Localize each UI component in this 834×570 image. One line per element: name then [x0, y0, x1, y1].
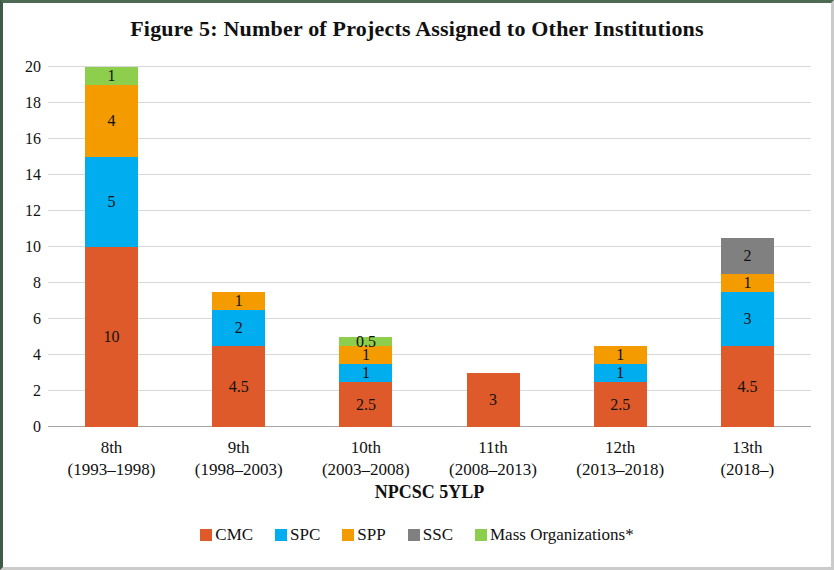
legend-label: SPP [357, 525, 385, 545]
plot-area: 105414.5212.5110.532.5114.5312 [48, 67, 811, 427]
gridline [48, 246, 811, 247]
legend-swatch-icon [475, 529, 487, 541]
segment-value-label: 1 [616, 365, 624, 381]
y-tick-label: 0 [5, 417, 41, 437]
x-category-label: 12th(2013–2018) [557, 437, 684, 481]
legend-swatch-icon [275, 529, 287, 541]
legend-swatch-icon [342, 529, 354, 541]
legend-swatch-icon [408, 529, 420, 541]
y-tick-label: 4 [5, 345, 41, 365]
gridline [48, 282, 811, 283]
gridline [48, 354, 811, 355]
bar-segment-spc: 1 [594, 364, 647, 382]
gridline [48, 318, 811, 319]
bar-segment-spc: 1 [339, 364, 392, 382]
segment-value-label: 2.5 [356, 397, 376, 413]
bar-segment-cmc: 10 [85, 247, 138, 427]
x-category-label: 11th(2008–2013) [430, 437, 557, 481]
segment-value-label: 0.5 [356, 334, 376, 350]
gridline [48, 174, 811, 175]
legend-label: SSC [423, 525, 453, 545]
bar-segment-spp: 1 [721, 274, 774, 292]
gridline [48, 102, 811, 103]
x-category-label: 10th(2003–2008) [302, 437, 429, 481]
y-tick-label: 12 [5, 201, 41, 221]
x-category-years: (1993–1998) [48, 459, 175, 481]
legend-label: Mass Organizations* [490, 525, 634, 545]
segment-value-label: 1 [743, 275, 751, 291]
segment-value-label: 2 [743, 248, 751, 264]
x-axis-baseline [48, 426, 811, 427]
gridline [48, 210, 811, 211]
segment-value-label: 4.5 [229, 379, 249, 395]
bar-segment-spp: 1 [594, 346, 647, 364]
legend-item-cmc: CMC [200, 525, 253, 545]
bar-segment-spp: 1 [212, 292, 265, 310]
bar-segment-mass-organizations-: 1 [85, 67, 138, 85]
segment-value-label: 5 [108, 194, 116, 210]
gridline [48, 138, 811, 139]
bar-segment-mass-organizations-: 0.5 [339, 337, 392, 346]
legend-label: SPC [290, 525, 320, 545]
y-tick-label: 16 [5, 129, 41, 149]
segment-value-label: 1 [235, 293, 243, 309]
bar-segment-spp: 4 [85, 85, 138, 157]
legend-item-ssc: SSC [408, 525, 453, 545]
legend-item-spp: SPP [342, 525, 385, 545]
legend: CMC SPC SPP SSC Mass Organizations* [3, 525, 831, 545]
bar-segment-ssc: 2 [721, 238, 774, 274]
segment-value-label: 4.5 [737, 379, 757, 395]
bar-segment-cmc: 2.5 [339, 382, 392, 427]
bar-segment-spc: 2 [212, 310, 265, 346]
segment-value-label: 3 [743, 311, 751, 327]
figure-container: Figure 5: Number of Projects Assigned to… [0, 0, 834, 570]
x-category-term: 11th [430, 437, 557, 459]
segment-value-label: 1 [362, 365, 370, 381]
y-tick-label: 6 [5, 309, 41, 329]
x-category-years: (2008–2013) [430, 459, 557, 481]
legend-item-spc: SPC [275, 525, 320, 545]
bar-segment-spc: 3 [721, 292, 774, 346]
legend-swatch-icon [200, 529, 212, 541]
gridline [48, 390, 811, 391]
y-tick-label: 14 [5, 165, 41, 185]
x-category-term: 12th [557, 437, 684, 459]
y-tick-label: 20 [5, 57, 41, 77]
y-tick-label: 18 [5, 93, 41, 113]
x-axis-title: NPCSC 5YLP [48, 482, 811, 503]
segment-value-label: 3 [489, 392, 497, 408]
bar-segment-cmc: 2.5 [594, 382, 647, 427]
x-category-term: 10th [302, 437, 429, 459]
segment-value-label: 4 [108, 113, 116, 129]
x-category-term: 9th [175, 437, 302, 459]
x-category-years: (2013–2018) [557, 459, 684, 481]
bar-segment-cmc: 3 [467, 373, 520, 427]
y-tick-label: 2 [5, 381, 41, 401]
legend-item-mass-organizations-: Mass Organizations* [475, 525, 634, 545]
bar-segment-cmc: 4.5 [212, 346, 265, 427]
x-category-label: 13th(2018–) [684, 437, 811, 481]
bar-segment-cmc: 4.5 [721, 346, 774, 427]
y-tick-label: 10 [5, 237, 41, 257]
segment-value-label: 2.5 [610, 397, 630, 413]
bar-segment-spc: 5 [85, 157, 138, 247]
chart-title: Figure 5: Number of Projects Assigned to… [3, 16, 831, 42]
x-category-term: 13th [684, 437, 811, 459]
x-category-term: 8th [48, 437, 175, 459]
y-tick-label: 8 [5, 273, 41, 293]
x-category-years: (2018–) [684, 459, 811, 481]
segment-value-label: 1 [108, 68, 116, 84]
gridline [48, 66, 811, 67]
segment-value-label: 10 [104, 329, 120, 345]
segment-value-label: 1 [616, 347, 624, 363]
x-category-years: (2003–2008) [302, 459, 429, 481]
x-category-label: 9th(1998–2003) [175, 437, 302, 481]
legend-label: CMC [215, 525, 253, 545]
segment-value-label: 2 [235, 320, 243, 336]
x-category-years: (1998–2003) [175, 459, 302, 481]
x-category-label: 8th(1993–1998) [48, 437, 175, 481]
